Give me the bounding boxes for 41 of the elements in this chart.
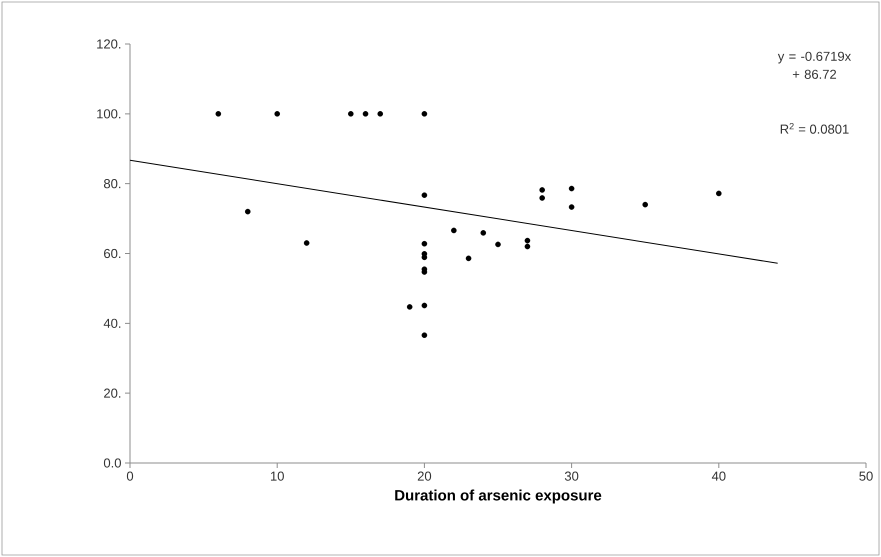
x-tick-label: 20 [418,472,432,481]
point [422,111,428,117]
annotation: y = -0.6719x + 86.72 [778,52,851,79]
point [480,230,486,236]
point [304,240,310,246]
point [422,302,428,308]
point [422,332,428,338]
point [216,111,222,117]
point [524,244,530,250]
y-tick-label: 40. [104,318,120,328]
point [274,111,280,117]
annotation: R$^{2}$ = 0.0801 [780,122,849,134]
x-tick-label: 50 [859,472,873,481]
point [377,111,384,117]
point [406,304,412,310]
point [568,204,574,210]
point [716,190,722,196]
y-tick-label: 100. [97,109,120,118]
point [422,240,428,247]
x-tick-label: 40 [712,472,726,481]
point [524,238,530,244]
point [348,111,354,117]
point [362,111,368,117]
x-tick-label: 10 [270,472,284,481]
point [466,256,472,262]
point [422,192,428,198]
y-tick-label: 120. [97,39,120,49]
point [539,187,545,193]
y-tick-label: 60. [104,248,120,258]
point [539,195,545,201]
point [495,242,501,248]
point [451,228,457,234]
x-axis-title: Duration of arsenic exposure [395,490,602,504]
y-tick-label: 20. [104,388,120,398]
point [568,186,574,192]
y-tick-label: 0.0 [104,458,121,468]
x-tick-label: 30 [564,472,578,481]
point [244,208,251,214]
y-tick-label: 80. [104,179,120,188]
x-tick-label: 0 [126,472,134,481]
point [642,202,648,208]
